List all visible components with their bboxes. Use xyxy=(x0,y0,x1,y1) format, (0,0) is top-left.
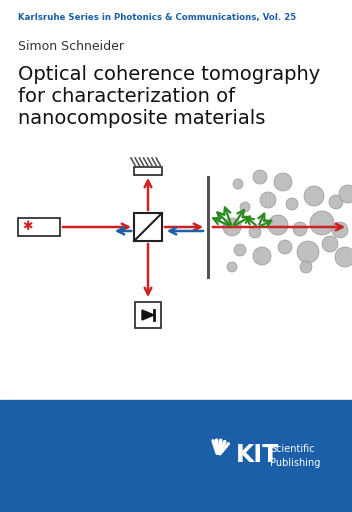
Text: Publishing: Publishing xyxy=(270,458,320,468)
Polygon shape xyxy=(142,310,154,320)
Circle shape xyxy=(227,262,237,272)
Circle shape xyxy=(268,215,288,235)
Text: Optical coherence tomography: Optical coherence tomography xyxy=(18,65,320,84)
Text: nanocomposite materials: nanocomposite materials xyxy=(18,109,265,128)
Circle shape xyxy=(293,222,307,236)
Bar xyxy=(135,302,161,328)
Circle shape xyxy=(310,211,334,235)
Bar xyxy=(0,400,352,512)
Circle shape xyxy=(253,170,267,184)
Text: Simon Schneider: Simon Schneider xyxy=(18,40,124,53)
Text: Scientific: Scientific xyxy=(270,444,315,454)
Text: ✱: ✱ xyxy=(22,220,32,233)
Bar xyxy=(18,218,60,236)
Circle shape xyxy=(286,198,298,210)
Text: Karlsruhe Series in Photonics & Communications, Vol. 25: Karlsruhe Series in Photonics & Communic… xyxy=(18,13,296,22)
Circle shape xyxy=(322,236,338,252)
Bar xyxy=(134,167,162,175)
Text: KIT: KIT xyxy=(236,443,279,467)
Circle shape xyxy=(335,247,352,267)
Circle shape xyxy=(339,185,352,203)
Circle shape xyxy=(223,218,241,236)
Circle shape xyxy=(233,179,243,189)
Circle shape xyxy=(249,226,261,238)
Bar xyxy=(134,213,162,241)
Circle shape xyxy=(240,202,250,212)
Text: for characterization of: for characterization of xyxy=(18,87,235,106)
Circle shape xyxy=(253,247,271,265)
Circle shape xyxy=(260,192,276,208)
Circle shape xyxy=(234,244,246,256)
Circle shape xyxy=(329,195,343,209)
Circle shape xyxy=(274,173,292,191)
Circle shape xyxy=(304,186,324,206)
Circle shape xyxy=(300,261,312,273)
Circle shape xyxy=(332,222,348,238)
Circle shape xyxy=(278,240,292,254)
Circle shape xyxy=(297,241,319,263)
